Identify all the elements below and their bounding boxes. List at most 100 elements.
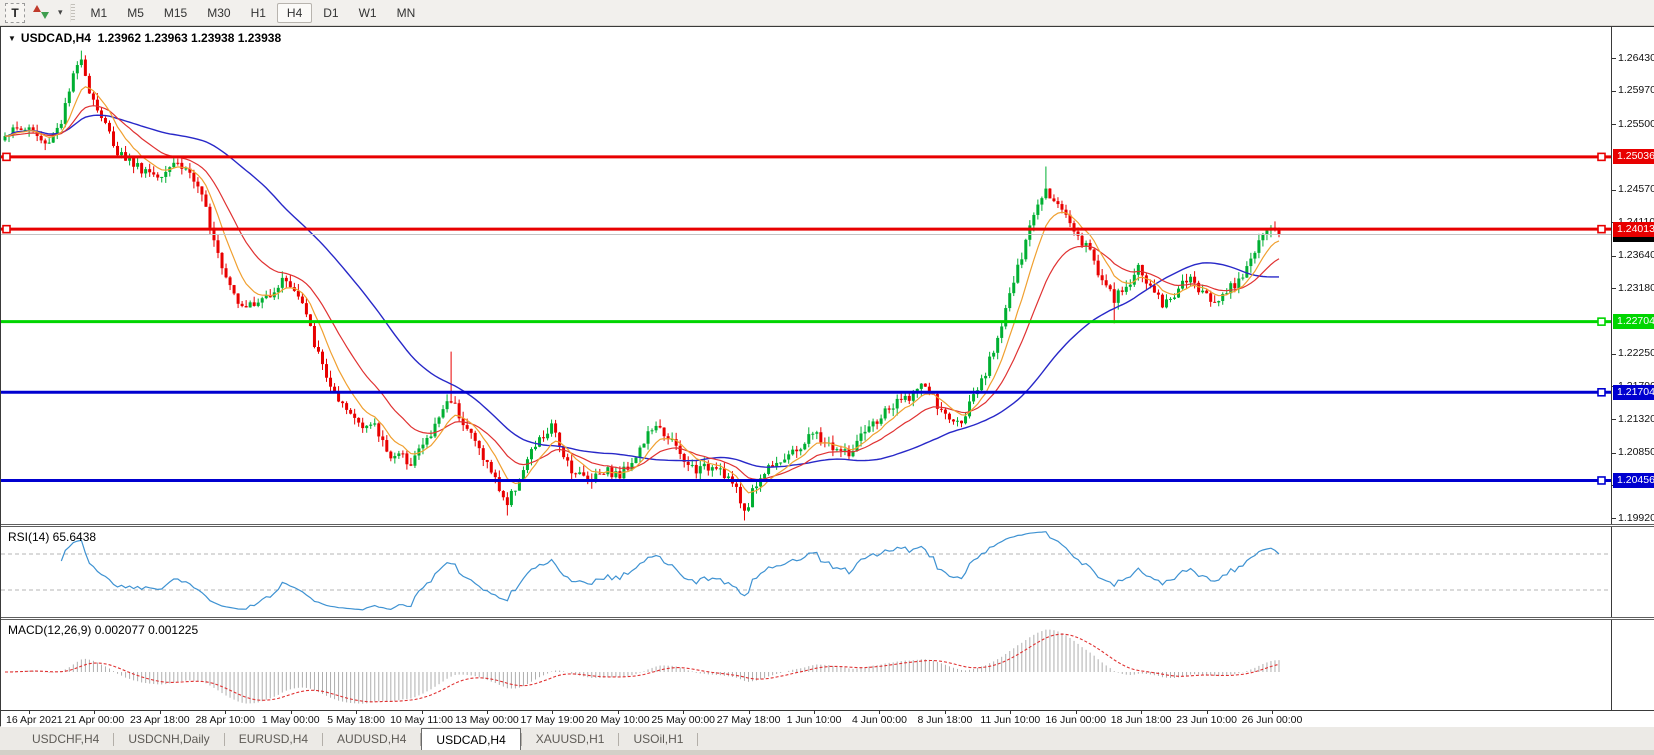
price-tick-label: 1.25500 [1618, 117, 1654, 130]
time-tick-mark [94, 711, 96, 714]
time-tick-label: 1 Jun 10:00 [786, 714, 842, 726]
price-tick-mark [1612, 255, 1616, 257]
price-tick-label: 1.25970 [1618, 84, 1654, 97]
price-line-tag-1.20456: 1.20456 [1613, 472, 1654, 488]
candlestick-plot[interactable] [1, 27, 1611, 524]
time-tick-mark [290, 711, 292, 714]
timeframe-button-h4[interactable]: H4 [276, 2, 313, 23]
symbol-collapse-icon[interactable]: ▼ [8, 34, 16, 43]
time-tick-label: 25 May 00:00 [651, 714, 716, 726]
price-tick-mark [1612, 288, 1616, 289]
price-tick-label: 1.20850 [1618, 446, 1654, 459]
pane-separator[interactable] [1, 617, 1654, 620]
rsi-pane[interactable]: RSI(14) 65.6438 [1, 527, 1611, 617]
price-tick-mark [1612, 189, 1616, 191]
rsi-plot[interactable] [1, 527, 1611, 617]
hline-handle[interactable] [1597, 224, 1606, 234]
time-tick-mark [225, 711, 227, 714]
tab-usoil-h1[interactable]: USOil,H1 [633, 732, 684, 746]
price-tick-label: 1.21320 [1618, 412, 1654, 425]
price-tick-label: 1.23180 [1618, 281, 1654, 294]
tab-usdcad-h4[interactable]: USDCAD,H4 [421, 728, 521, 751]
time-axis[interactable]: 16 Apr 2021 21 Apr 00:00 23 Apr 18:00 28 Ap… [1, 710, 1654, 727]
macd-plot[interactable] [1, 620, 1611, 710]
time-tick-mark [552, 711, 554, 714]
arrow-down-icon [41, 11, 49, 19]
top-toolbar: T ▾ M1 M5 M15 M30 H1 H4 D1 W1 MN [0, 0, 1654, 26]
time-tick-label: 11 Jun 10:00 [980, 714, 1041, 726]
time-tick-label: 28 Apr 10:00 [195, 714, 256, 726]
price-tick-mark [1612, 124, 1616, 126]
price-line-tag-1.22704: 1.22704 [1613, 314, 1654, 330]
time-tick-label: 27 May 18:00 [716, 714, 781, 726]
timeframe-button-m30[interactable]: M30 [207, 5, 231, 20]
tab-usdchf-h4[interactable]: USDCHF,H4 [32, 732, 100, 746]
tab-eurusd-h4[interactable]: EURUSD,H4 [238, 732, 309, 746]
timeframe-button-m1[interactable]: M1 [90, 5, 108, 20]
time-tick-mark [159, 711, 161, 714]
arrows-tool-button[interactable] [29, 3, 55, 23]
timeframe-button-m15[interactable]: M15 [163, 5, 188, 20]
time-tick-mark [1206, 711, 1208, 714]
price-pane[interactable]: ▼ USDCAD,H4 1.23962 1.23963 1.23938 1.239… [1, 27, 1611, 524]
time-tick-label: 17 May 19:00 [520, 714, 585, 726]
arrow-up-icon [33, 4, 41, 12]
timeframe-button-m5[interactable]: M5 [127, 5, 144, 20]
price-tick-mark [1612, 518, 1616, 520]
macd-histogram [8, 629, 1280, 704]
hline-handle[interactable] [1597, 152, 1606, 162]
time-tick-label: 16 Jun 00:00 [1045, 714, 1107, 726]
tab-separator [697, 733, 699, 746]
time-tick-mark [683, 711, 685, 714]
tab-xauusd-h1[interactable]: XAUUSD,H1 [535, 732, 605, 746]
price-tick-label: 1.19920 [1618, 511, 1654, 524]
timeframe-button-w1[interactable]: W1 [358, 5, 377, 20]
macd-label: MACD(12,26,9) 0.002077 0.001225 [8, 623, 199, 637]
hline-handle[interactable] [1597, 387, 1606, 397]
time-tick-mark [421, 711, 423, 714]
tab-usdcnh-daily[interactable]: USDCNH,Daily [128, 732, 210, 746]
price-tick-mark [1612, 353, 1616, 355]
time-tick-mark [1272, 711, 1273, 714]
arrows-dropdown-caret-icon[interactable]: ▾ [58, 7, 63, 17]
tab-separator [618, 733, 620, 746]
price-tick-mark [1612, 58, 1616, 60]
time-tick-mark [29, 711, 30, 714]
time-tick-label: 4 Jun 00:00 [852, 714, 907, 726]
time-tick-label: 26 Jun 00:00 [1241, 714, 1303, 726]
hline-handle[interactable] [1597, 317, 1606, 326]
hline-handle[interactable] [2, 224, 11, 234]
hline-handle[interactable] [1597, 476, 1606, 485]
pane-separator[interactable] [1, 524, 1654, 527]
rsi-label: RSI(14) 65.6438 [8, 530, 97, 544]
price-line-tag-1.25036: 1.25036 [1613, 149, 1654, 165]
timeframe-button-d1[interactable]: D1 [323, 5, 339, 20]
text-label-tool-button[interactable]: T [5, 2, 25, 23]
tab-audusd-h4[interactable]: AUDUSD,H4 [337, 732, 407, 746]
time-tick-label: 16 Apr 2021 [6, 714, 63, 726]
time-tick-label: 20 May 10:00 [585, 714, 650, 726]
price-line-tag-1.21704: 1.21704 [1613, 384, 1654, 400]
time-tick-mark [356, 711, 358, 714]
timeframe-button-h1[interactable]: H1 [250, 5, 266, 20]
time-tick-label: 13 May 00:00 [455, 714, 519, 726]
candles [3, 50, 1281, 521]
timeframe-button-mn[interactable]: MN [396, 5, 416, 20]
symbol-label: USDCAD,H4 [20, 31, 91, 45]
hline-handle[interactable] [2, 152, 11, 162]
price-tick-label: 1.24570 [1618, 183, 1654, 196]
time-tick-label: 18 Jun 18:00 [1110, 714, 1172, 726]
price-axis[interactable]: 1.264301.259701.255001.245701.241101.236… [1611, 27, 1654, 710]
time-tick-label: 10 May 11:00 [390, 714, 453, 726]
toolbar-grip [69, 3, 75, 22]
price-tick-mark [1612, 419, 1616, 421]
tab-separator [420, 733, 422, 746]
macd-pane[interactable]: MACD(12,26,9) 0.002077 0.001225 [1, 620, 1611, 710]
chart-ohlc-title: ▼ USDCAD,H4 1.23962 1.23963 1.23938 1.239… [8, 31, 281, 45]
time-tick-mark [1141, 711, 1143, 714]
price-tick-label: 1.26430 [1618, 51, 1654, 64]
time-tick-mark [748, 711, 750, 714]
status-strip [0, 750, 1654, 755]
price-tick-mark [1612, 90, 1616, 92]
price-line-tag-1.24013: 1.24013 [1613, 221, 1654, 237]
